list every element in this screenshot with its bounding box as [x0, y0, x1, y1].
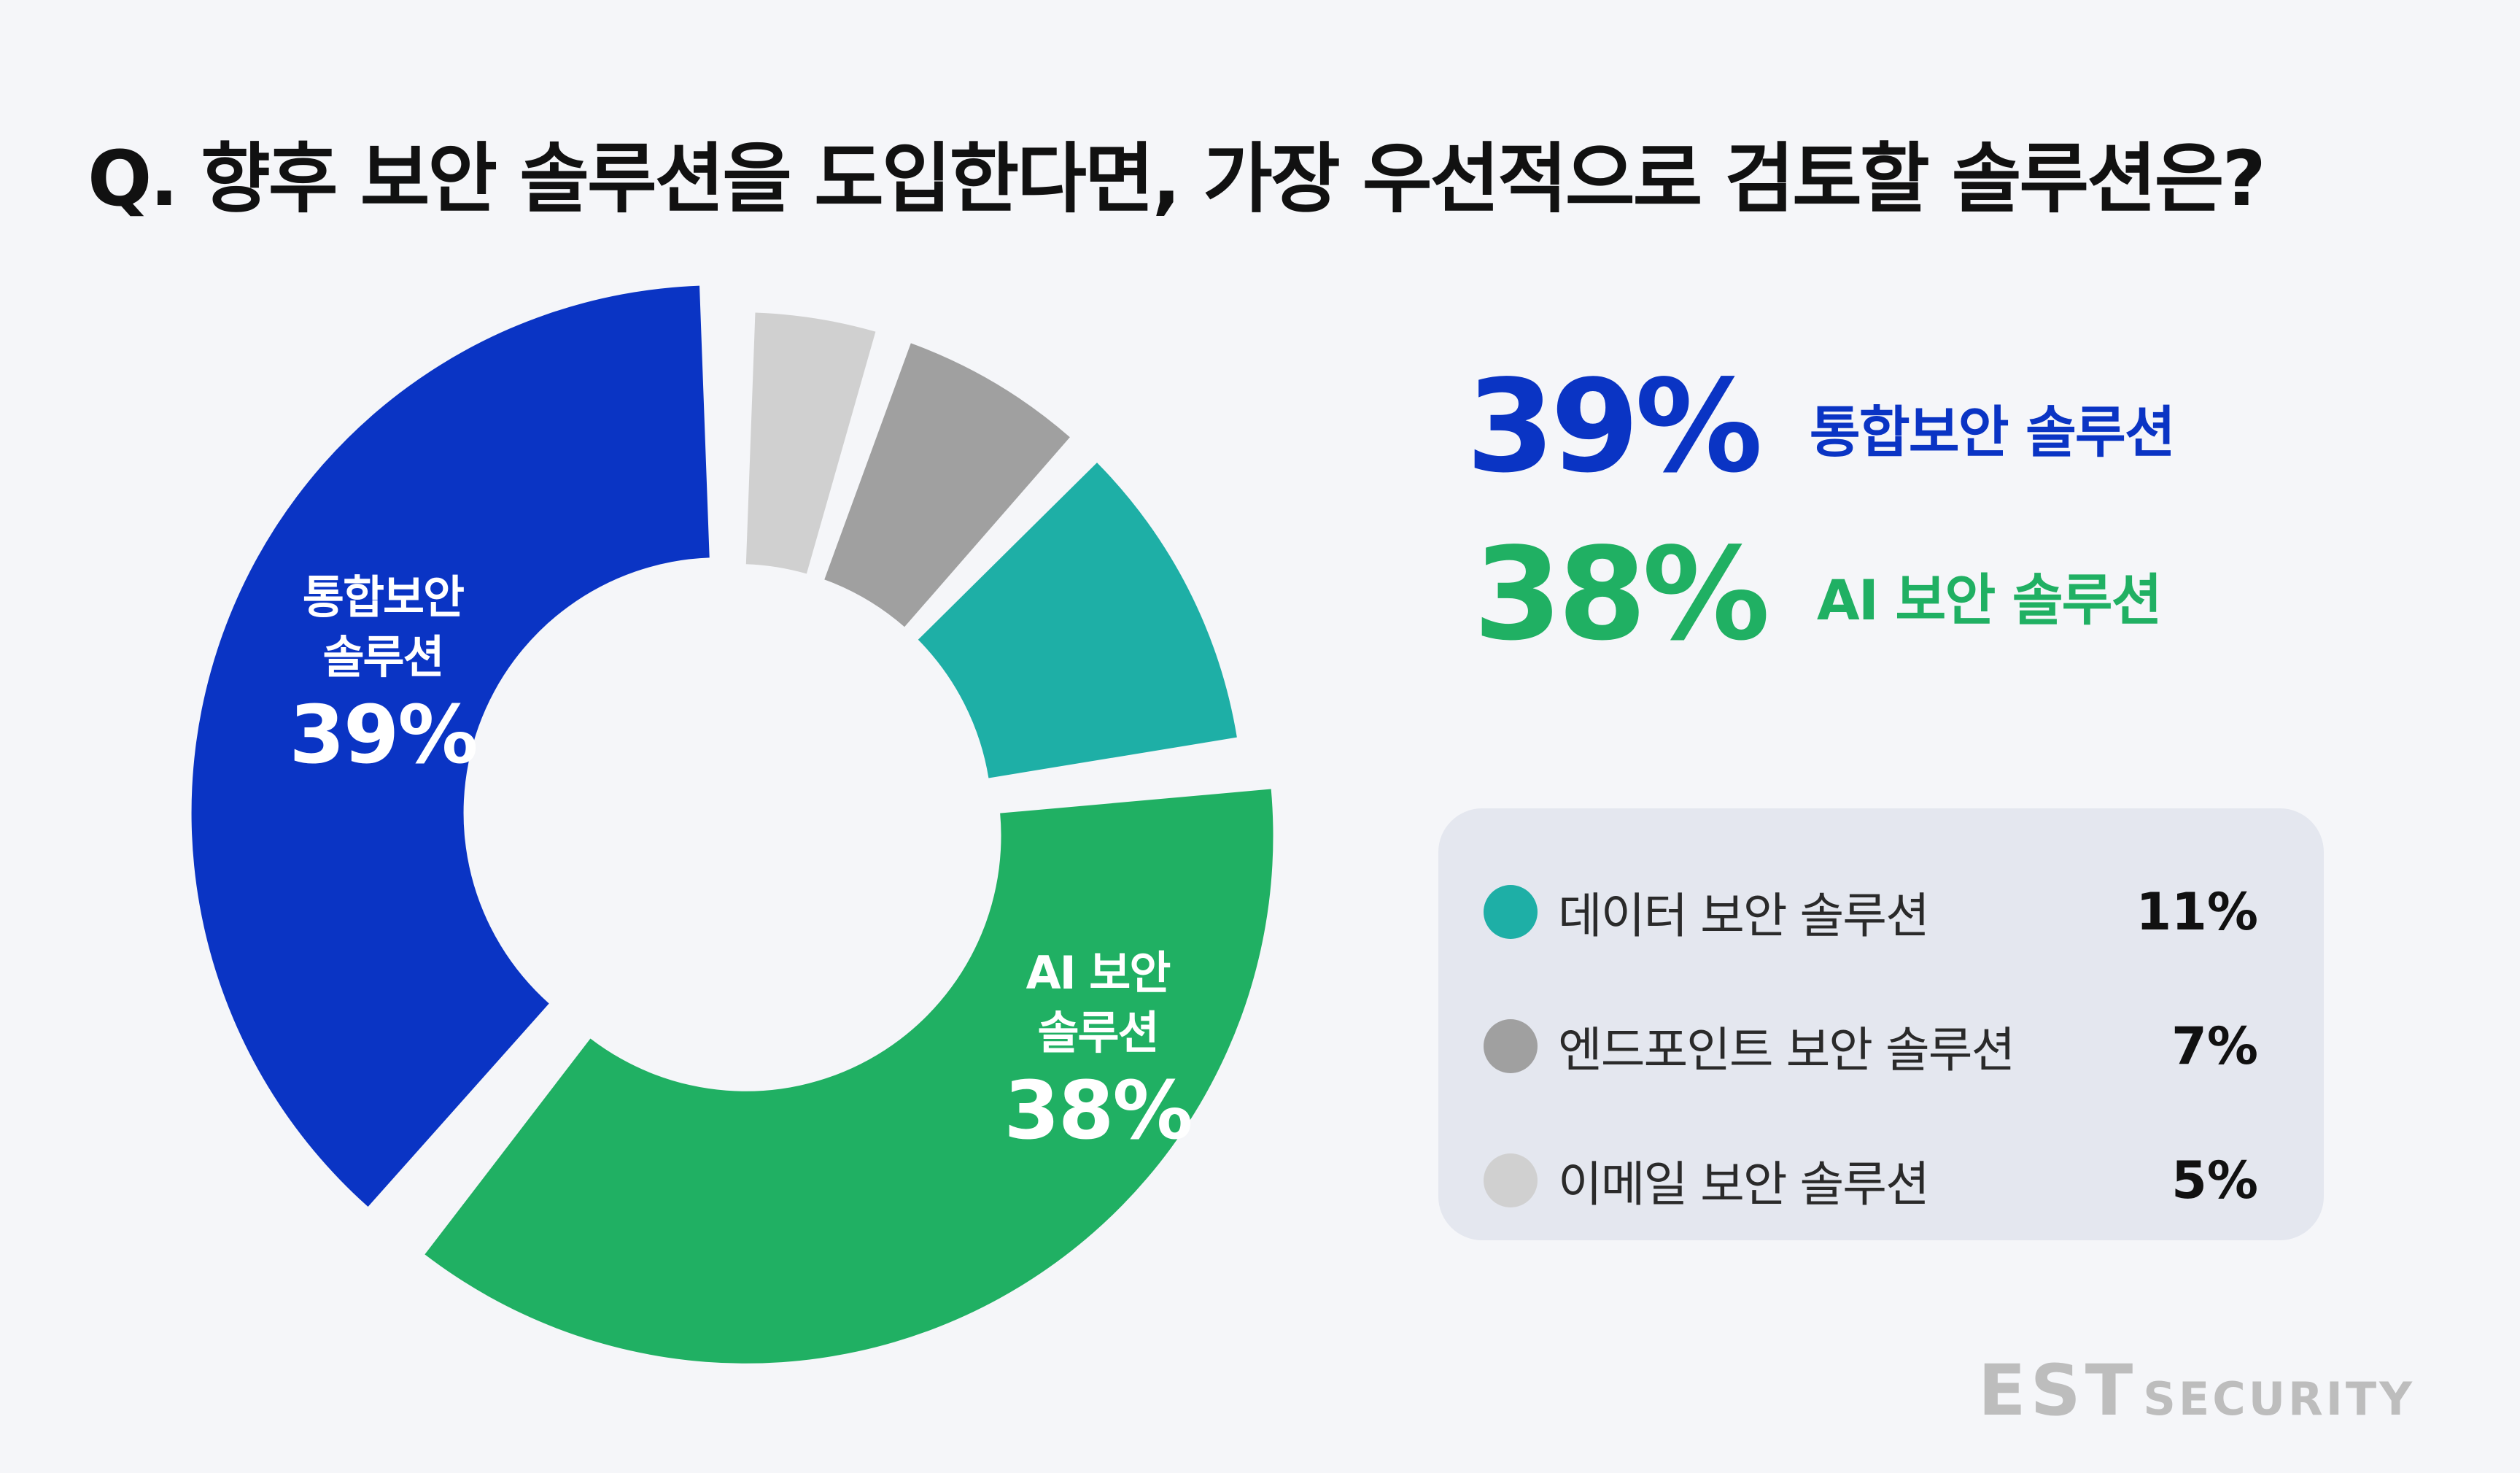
- donut-slice-0: [191, 285, 710, 1207]
- legend-name-data: 데이터 보안 솔루션: [1558, 888, 1930, 944]
- legend-dot-endpoint: [1484, 1019, 1538, 1073]
- est-security-logo: EST SECURITY: [1978, 1350, 2415, 1431]
- logo-est: EST: [1978, 1350, 2138, 1431]
- legend-box: 데이터 보안 솔루션 11% 엔드포인트 보안 솔루션 7% 이메일 보안 솔루…: [1438, 808, 2324, 1240]
- highlight-ai: 38% AI 보안 솔루션: [1473, 521, 2163, 669]
- legend-item-data: 데이터 보안 솔루션 11%: [1484, 868, 2258, 956]
- legend-name-endpoint: 엔드포인트 보안 솔루션: [1558, 1022, 2015, 1078]
- donut-slice-4: [745, 312, 876, 574]
- legend-value-email: 5%: [2171, 1151, 2258, 1210]
- legend-item-email: 이메일 보안 솔루션 5%: [1484, 1137, 2258, 1224]
- donut-slices: [191, 285, 1273, 1364]
- donut-slice-2: [918, 463, 1237, 778]
- segment-label-line1-1: AI 보안: [1026, 946, 1171, 1000]
- segment-label-line2-1: 솔루션: [1037, 1006, 1158, 1059]
- legend-name-email: 이메일 보안 솔루션: [1558, 1156, 1930, 1213]
- segment-label-pct-0: 39%: [289, 688, 476, 781]
- highlight-ai-pct: 38%: [1473, 521, 1770, 669]
- highlight-integrated-pct: 39%: [1466, 353, 1763, 501]
- legend-dot-data: [1484, 885, 1538, 939]
- legend-dot-email: [1484, 1153, 1538, 1207]
- segment-label-line1-0: 통합보안: [303, 571, 464, 624]
- legend-value-endpoint: 7%: [2171, 1016, 2258, 1076]
- logo-security: SECURITY: [2143, 1372, 2416, 1426]
- segment-label-pct-1: 38%: [1004, 1064, 1191, 1157]
- legend-item-endpoint: 엔드포인트 보안 솔루션 7%: [1484, 1002, 2258, 1090]
- highlight-ai-name: AI 보안 솔루션: [1816, 567, 2163, 633]
- donut-slice-1: [424, 789, 1273, 1364]
- segment-label-line2-0: 솔루션: [322, 630, 443, 684]
- legend-value-data: 11%: [2136, 882, 2258, 942]
- page-title: Q. 향후 보안 솔루션을 도입한다면, 가장 우선적으로 검토할 솔루션은?: [88, 134, 2266, 223]
- highlight-integrated: 39% 통합보안 솔루션: [1466, 353, 2176, 501]
- donut-slice-3: [824, 343, 1070, 627]
- highlight-integrated-name: 통합보안 솔루션: [1809, 399, 2176, 465]
